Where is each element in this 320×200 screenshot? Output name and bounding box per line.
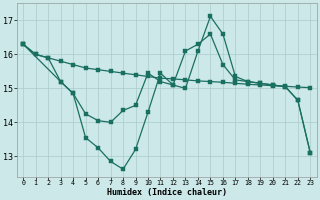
X-axis label: Humidex (Indice chaleur): Humidex (Indice chaleur) — [107, 188, 227, 197]
